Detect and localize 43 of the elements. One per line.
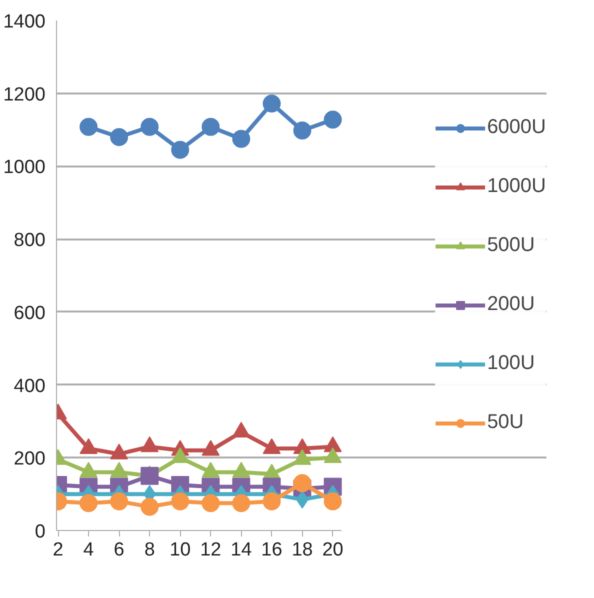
- point: [232, 130, 250, 148]
- point: [262, 492, 281, 510]
- point: [140, 498, 159, 516]
- y-tick-label: 1000: [3, 157, 46, 178]
- x-tick-label: 2: [52, 540, 64, 560]
- legend-label: 200U: [487, 293, 535, 316]
- y-tick-label: 0: [34, 522, 46, 542]
- x-tick-label: 10: [170, 540, 191, 560]
- point: [293, 474, 312, 492]
- x-tick-label: 12: [200, 540, 222, 560]
- x-tick-label: 4: [83, 540, 94, 560]
- point: [110, 128, 128, 146]
- y-tick-label: 400: [14, 376, 46, 397]
- y-tick-label: 200: [14, 448, 46, 470]
- point: [140, 466, 159, 485]
- x-tick-label: 20: [322, 540, 344, 560]
- y-tick-label: 800: [14, 230, 46, 252]
- x-tick-label: 14: [230, 540, 252, 560]
- point: [110, 492, 128, 510]
- point: [80, 494, 98, 512]
- legend-label: 6000U: [487, 116, 546, 139]
- point: [80, 118, 98, 136]
- legend-label: 100U: [487, 352, 535, 375]
- point: [171, 140, 190, 159]
- legend-label: 50U: [487, 411, 524, 434]
- point: [324, 110, 342, 129]
- point: [202, 118, 220, 136]
- point: [293, 122, 312, 140]
- point: [232, 494, 250, 512]
- point: [324, 492, 342, 510]
- x-tick-label: 18: [292, 540, 313, 560]
- y-tick-label: 600: [14, 302, 46, 324]
- x-tick-label: 6: [114, 540, 124, 560]
- point: [171, 492, 190, 510]
- point: [202, 494, 220, 512]
- y-tick-label: 1200: [3, 84, 46, 106]
- legend-label: 500U: [487, 234, 535, 257]
- point: [140, 118, 159, 136]
- y-tick-label: 1400: [3, 12, 46, 32]
- x-tick-label: 8: [144, 540, 155, 560]
- point: [262, 94, 281, 113]
- legend-label: 1000U: [487, 175, 546, 198]
- x-tick-label: 16: [261, 540, 282, 560]
